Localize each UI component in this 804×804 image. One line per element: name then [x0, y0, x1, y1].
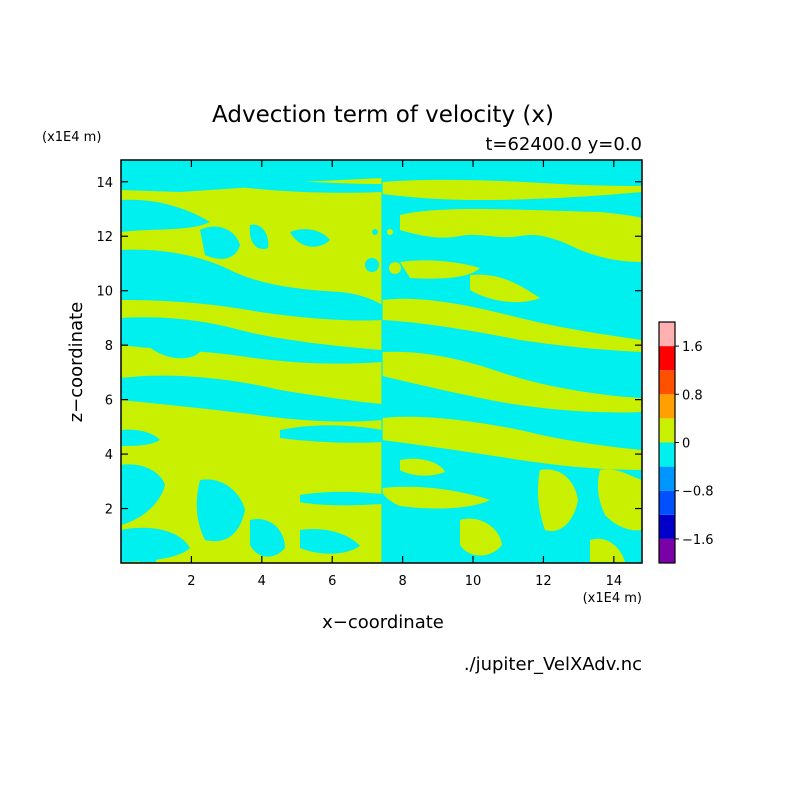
y-tick-label: 10: [96, 285, 113, 300]
center-blob-3: [372, 229, 378, 235]
colorbar-band: [659, 370, 675, 395]
heatmap-field: [121, 160, 642, 563]
x-tick-label: 8: [398, 574, 406, 589]
center-blob-1: [365, 258, 379, 272]
x-tick-label: 6: [328, 574, 336, 589]
y-tick-label: 6: [105, 394, 113, 409]
x-tick-label: 2: [187, 574, 195, 589]
colorbar-tick-label: 0.8: [682, 388, 703, 403]
x-tick-label: 14: [606, 574, 623, 589]
colorbar-band: [659, 394, 675, 419]
x-tick-label: 10: [465, 574, 482, 589]
x-unit-label: (x1E4 m): [583, 591, 642, 606]
chart-title: Advection term of velocity (x): [212, 102, 554, 128]
y-tick-label: 12: [96, 230, 113, 245]
center-blob-4: [387, 229, 393, 235]
chart-subtitle: t=62400.0 y=0.0: [485, 134, 642, 155]
field-left-structures: [121, 160, 382, 562]
colorbar-band: [659, 466, 675, 491]
x-axis: 2 4 6 8 10 12 14: [187, 160, 622, 589]
colorbar-band: [659, 442, 675, 467]
footer-filename: ./jupiter_VelXAdv.nc: [464, 654, 642, 675]
y-tick-label: 4: [105, 448, 113, 463]
x-tick-label: 4: [258, 574, 266, 589]
field-right-structures: [382, 179, 642, 562]
y-tick-label: 14: [96, 176, 113, 191]
field-center-details: [365, 160, 401, 563]
center-blob-2: [389, 262, 401, 274]
colorbar-band: [659, 514, 675, 539]
colorbar-band: [659, 322, 675, 347]
center-seam: [381, 160, 383, 563]
colorbar-tick-label: 1.6: [682, 340, 703, 355]
colorbar-band: [659, 538, 675, 563]
colorbar-band: [659, 346, 675, 371]
y-tick-label: 2: [105, 503, 113, 518]
plot-frame: [120, 159, 643, 564]
colorbar-tick-label: −1.6: [682, 533, 714, 548]
colorbar-tick-label: −0.8: [682, 485, 714, 500]
y-axis-label: z−coordinate: [66, 302, 87, 423]
x-tick-label: 12: [535, 574, 552, 589]
colorbar-tick-label: 0: [682, 437, 690, 452]
colorbar-band: [659, 418, 675, 443]
colorbar-band: [659, 490, 675, 515]
y-unit-label: (x1E4 m): [42, 130, 101, 145]
colorbar: −1.6 −0.8 0 0.8 1.6: [658, 321, 714, 564]
x-axis-label: x−coordinate: [322, 612, 444, 633]
y-axis: 2 4 6 8 10 12 14: [96, 176, 642, 518]
y-tick-label: 8: [105, 339, 113, 354]
